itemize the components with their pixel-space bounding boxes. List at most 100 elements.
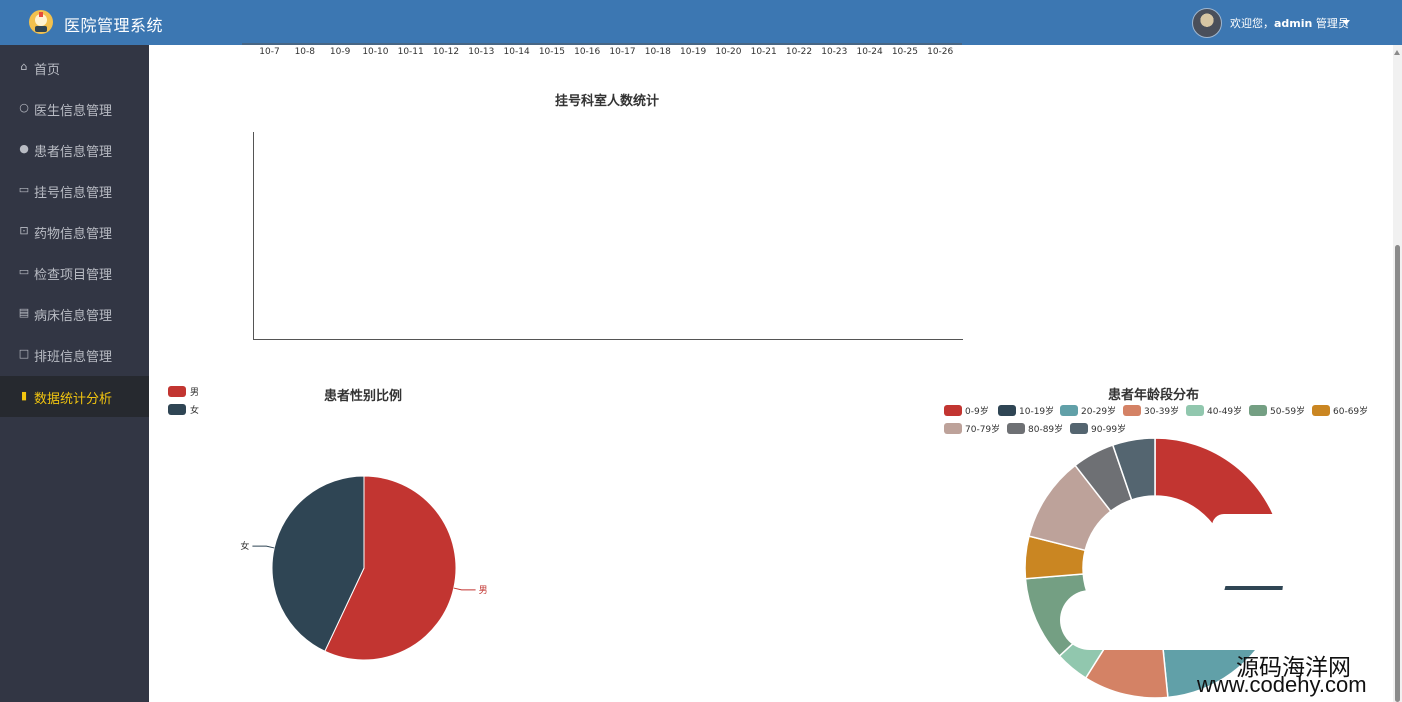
medicine-box-icon: ⊡ [19,224,29,237]
sidebar-item-label: 病床信息管理 [34,309,113,324]
legend-label[interactable]: 50-59岁 [1270,407,1306,417]
registration-trend-axis-line [242,43,962,45]
x-tick-label: 10-20 [715,47,742,57]
age-chart-title: 患者年龄段分布 [1108,388,1200,403]
x-tick-label: 10-15 [538,47,565,57]
legend-swatch[interactable] [1070,423,1088,434]
sidebar-item-exams[interactable]: ▭ 检查项目管理 [0,252,149,293]
legend-label[interactable]: 90-99岁 [1091,425,1127,435]
legend-label-male[interactable]: 男 [190,388,200,398]
x-tick-label: 10-8 [294,47,316,57]
sidebar-item-patients[interactable]: ● 患者信息管理 [0,129,149,170]
legend-swatch[interactable] [944,405,962,416]
gender-pie-chart: 男女 [240,475,488,661]
sidebar-item-label: 排班信息管理 [34,350,113,365]
pie-label-line [453,587,476,591]
x-tick-label: 10-7 [259,47,280,57]
legend-swatch[interactable] [1249,405,1267,416]
bar-chart-icon: ▮ [20,389,28,402]
legend-swatch[interactable] [1312,405,1330,416]
building-icon: ▤ [18,306,30,319]
sidebar: ⌂ 首页 ○ 医生信息管理 ● 患者信息管理 ▭ 挂号信息管理 ⊡ 药物信息管理… [0,45,149,702]
avatar[interactable] [1192,8,1222,38]
tooltip-overlay [1212,514,1304,586]
welcome-text: 欢迎您， [1230,17,1274,30]
sidebar-item-label: 检查项目管理 [34,268,113,283]
sidebar-item-label: 数据统计分析 [34,392,113,407]
x-tick-label: 10-24 [856,47,883,57]
x-tick-label: 10-10 [362,47,389,57]
user-role: 管理员 [1312,17,1349,30]
legend-label[interactable]: 60-69岁 [1333,407,1369,417]
legend-label[interactable]: 10-19岁 [1019,407,1055,417]
sidebar-item-home[interactable]: ⌂ 首页 [0,47,149,88]
legend-label[interactable]: 70-79岁 [965,425,1001,435]
sidebar-item-schedule[interactable]: □ 排班信息管理 [0,334,149,375]
pie-label-line [252,545,275,549]
x-tick-label: 10-18 [644,47,671,57]
hospital-logo-icon [29,10,53,34]
pie-slice-label: 女 [240,540,249,552]
gender-chart-title: 患者性别比例 [324,389,403,404]
username: admin [1274,17,1313,30]
legend-label[interactable]: 0-9岁 [965,407,989,417]
calendar-icon: □ [18,347,30,360]
watermark-url: www.codehy.com [1197,672,1367,697]
dept-chart-title: 挂号科室人数统计 [555,94,660,109]
sidebar-item-doctors[interactable]: ○ 医生信息管理 [0,88,149,129]
scroll-up-arrow-icon[interactable] [1394,50,1400,55]
legend-label[interactable]: 40-49岁 [1207,407,1243,417]
legend-label[interactable]: 30-39岁 [1144,407,1180,417]
x-tick-label: 10-9 [329,47,351,57]
sidebar-item-label: 患者信息管理 [34,145,113,160]
legend-swatch-male[interactable] [168,386,186,397]
legend-label[interactable]: 80-89岁 [1028,425,1064,435]
user-solid-icon: ● [19,142,29,155]
dept-chart-y-axis [253,132,254,340]
x-tick-label: 10-12 [432,47,460,57]
top-navbar: 医院管理系统 欢迎您，admin 管理员 [0,0,1402,45]
x-tick-label: 10-21 [750,47,777,57]
pie-slice-label: 男 [479,585,488,596]
x-tick-label: 10-11 [397,47,424,57]
user-menu-toggle[interactable]: 欢迎您，admin 管理员 [1230,15,1349,31]
tooltip-overlay [1060,590,1340,650]
sidebar-item-registration[interactable]: ▭ 挂号信息管理 [0,170,149,211]
scrollbar-thumb[interactable] [1395,245,1400,702]
x-tick-label: 10-17 [609,47,636,57]
donut-slice[interactable] [1111,437,1156,501]
x-tick-label: 10-16 [574,47,601,57]
x-tick-label: 10-22 [785,47,813,57]
legend-label[interactable]: 20-29岁 [1081,407,1117,417]
legend-swatch[interactable] [1123,405,1141,416]
sidebar-item-statistics[interactable]: ▮ 数据统计分析 [0,376,149,417]
user-outline-icon: ○ [19,101,29,114]
app-title: 医院管理系统 [64,16,164,35]
sidebar-item-label: 医生信息管理 [34,104,113,119]
legend-label-female[interactable]: 女 [190,406,200,416]
x-tick-label: 10-23 [821,47,848,57]
legend-swatch[interactable] [1186,405,1204,416]
sidebar-item-label: 首页 [34,63,61,78]
legend-swatch-female[interactable] [168,404,186,415]
home-icon: ⌂ [20,60,28,73]
legend-swatch[interactable] [998,405,1016,416]
dept-chart-x-axis [253,339,963,340]
x-tick-label: 10-14 [503,47,530,57]
x-tick-label: 10-25 [891,47,918,57]
sidebar-item-label: 挂号信息管理 [34,186,113,201]
x-tick-label: 10-13 [468,47,495,57]
x-tick-label: 10-19 [680,47,707,57]
sidebar-item-label: 药物信息管理 [34,227,113,242]
ticket-icon: ▭ [18,183,30,196]
legend-swatch[interactable] [1060,405,1078,416]
chevron-down-icon[interactable] [1342,20,1350,25]
sidebar-item-medicine[interactable]: ⊡ 药物信息管理 [0,211,149,252]
watermark-title: 源码海洋网 [1236,655,1351,681]
legend-swatch[interactable] [944,423,962,434]
pie-slice[interactable] [271,475,365,652]
x-tick-label: 10-26 [927,47,954,57]
legend-swatch[interactable] [1007,423,1025,434]
monitor-icon: ▭ [18,265,30,278]
sidebar-item-beds[interactable]: ▤ 病床信息管理 [0,293,149,334]
